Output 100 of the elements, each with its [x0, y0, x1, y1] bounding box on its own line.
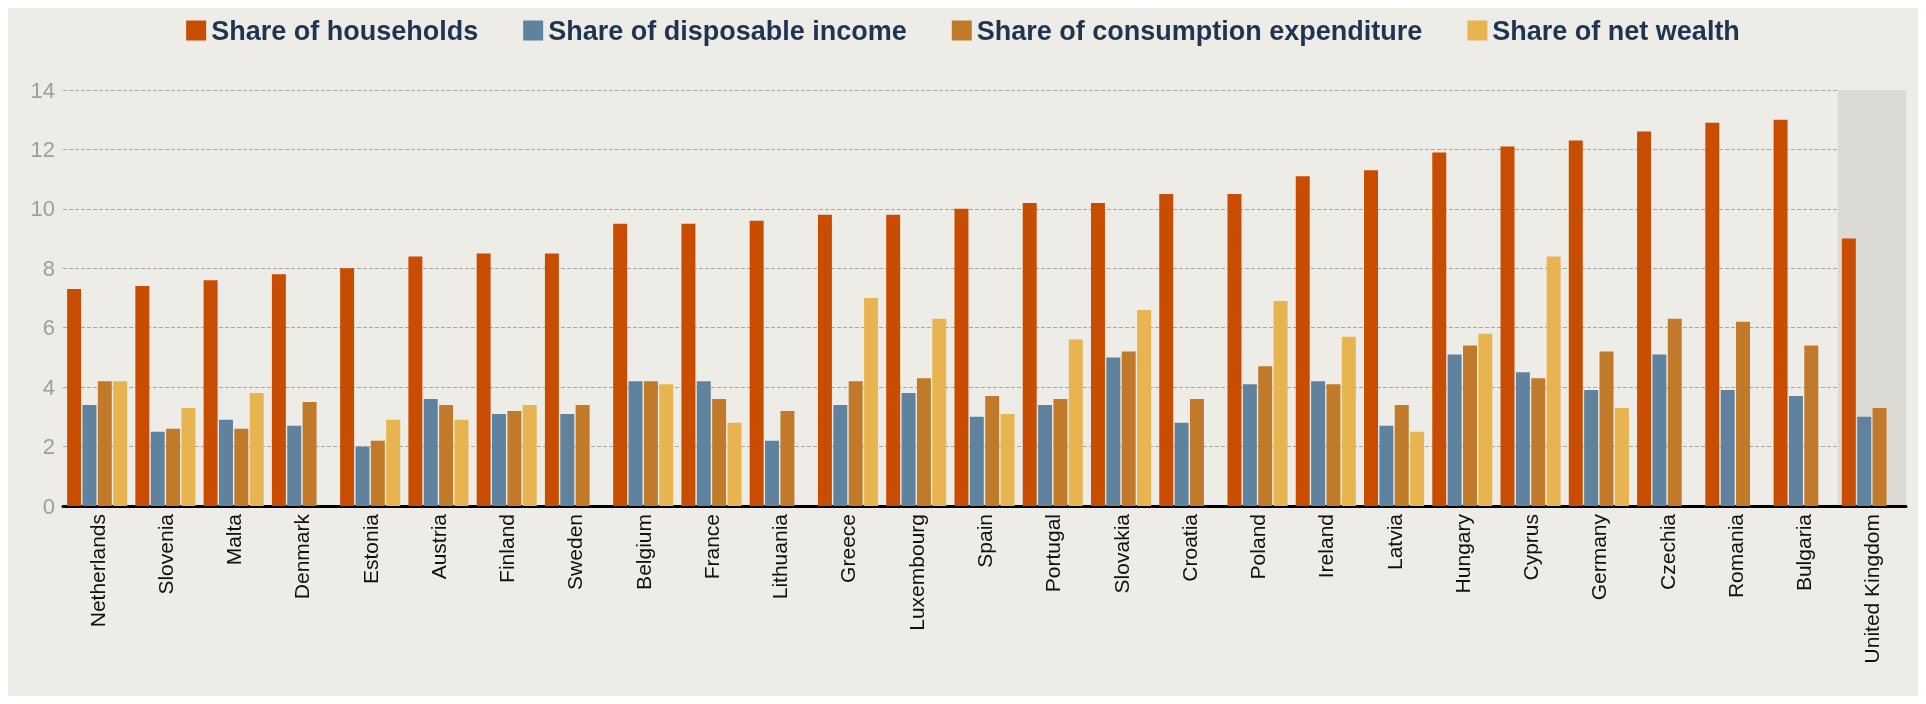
bar — [1478, 333, 1493, 506]
bar — [575, 404, 590, 506]
bar — [1546, 256, 1561, 506]
x-tick-label: Spain — [973, 514, 996, 568]
bar — [302, 402, 317, 506]
bar — [271, 274, 286, 506]
bar — [340, 268, 355, 506]
bar — [1773, 119, 1788, 506]
x-tick-label: Ireland — [1314, 514, 1338, 579]
x-tick-label: Portugal — [1041, 514, 1065, 593]
bar — [765, 440, 780, 506]
y-tick-label: 10 — [30, 196, 55, 222]
legend-label: Share of disposable income — [548, 15, 907, 46]
x-tick-label: Austria — [426, 513, 450, 580]
y-tick-label: 6 — [42, 315, 55, 341]
bar — [1515, 372, 1530, 506]
bar — [135, 286, 150, 506]
bar — [864, 298, 879, 506]
y-tick-label: 4 — [42, 374, 55, 400]
bar — [544, 253, 559, 506]
bar — [1295, 176, 1310, 506]
bar — [1637, 131, 1652, 506]
x-tick-label: Bulgaria — [1792, 513, 1816, 592]
bar — [1022, 202, 1037, 506]
x-tick-label: Romania — [1723, 513, 1747, 599]
bar — [681, 223, 696, 506]
bar — [1379, 425, 1394, 506]
bar — [1258, 366, 1273, 506]
bar — [1500, 146, 1515, 506]
bar — [848, 381, 863, 506]
legend-label: Share of net wealth — [1492, 15, 1740, 46]
x-tick-label: Finland — [495, 514, 519, 583]
x-tick-label: Germany — [1587, 513, 1611, 601]
bar — [1090, 202, 1105, 506]
bar — [1736, 321, 1751, 506]
bar — [249, 393, 264, 506]
bar — [423, 399, 438, 506]
bar — [1394, 404, 1409, 506]
bar — [1242, 384, 1257, 506]
x-tick-label: Denmark — [290, 513, 314, 600]
x-tick-label: Lithuania — [768, 513, 792, 600]
x-tick-label: Cyprus — [1519, 514, 1543, 581]
bar — [560, 413, 575, 506]
bar — [628, 381, 643, 506]
bar — [613, 223, 628, 506]
bar — [1788, 396, 1803, 506]
bar — [1568, 140, 1583, 506]
bar — [166, 428, 181, 506]
bar — [439, 404, 454, 506]
bar — [1432, 152, 1447, 506]
bar — [97, 381, 112, 506]
bar — [1137, 309, 1152, 506]
bar — [886, 214, 901, 506]
bar — [492, 413, 506, 506]
bar — [1447, 354, 1462, 506]
bar — [1872, 407, 1887, 506]
bar — [386, 419, 401, 506]
bar — [916, 378, 931, 506]
bar — [1068, 339, 1083, 506]
x-tick-label: Croatia — [1177, 513, 1201, 582]
bar — [234, 428, 249, 506]
x-tick-label: Slovakia — [1109, 513, 1133, 594]
x-tick-label: Luxembourg — [904, 514, 928, 631]
bar — [1410, 431, 1425, 506]
bar — [150, 431, 165, 506]
bar — [181, 407, 196, 506]
bar — [113, 381, 128, 506]
bar — [1326, 384, 1341, 506]
bar — [1667, 318, 1682, 506]
bar — [82, 404, 97, 506]
bar — [712, 399, 727, 506]
bar — [1463, 345, 1477, 506]
x-tick-label: Latvia — [1382, 513, 1406, 571]
bar — [355, 446, 370, 506]
legend-label: Share of households — [211, 15, 479, 46]
x-tick-label: United Kingdom — [1860, 514, 1884, 664]
bar — [370, 440, 385, 506]
bar — [1841, 238, 1856, 506]
bar — [659, 384, 674, 506]
bar — [1531, 378, 1546, 506]
legend-label: Share of consumption expenditure — [976, 15, 1423, 46]
bar — [780, 410, 795, 506]
bar — [476, 253, 491, 506]
bar — [1189, 399, 1204, 506]
y-tick-label: 2 — [42, 434, 55, 460]
bar — [454, 419, 469, 506]
bar — [203, 280, 218, 506]
bar — [1121, 351, 1136, 506]
y-tick-label: 8 — [42, 255, 55, 281]
bar — [408, 256, 423, 506]
x-tick-label: Estonia — [358, 513, 382, 585]
bar — [1341, 336, 1356, 506]
bar — [218, 419, 233, 506]
bar — [1614, 407, 1629, 506]
x-tick-label: Hungary — [1450, 513, 1474, 594]
bar — [1053, 399, 1068, 506]
bar — [696, 381, 711, 506]
bar — [1000, 413, 1015, 506]
y-tick-label: 14 — [30, 77, 55, 103]
bar — [1599, 351, 1614, 506]
